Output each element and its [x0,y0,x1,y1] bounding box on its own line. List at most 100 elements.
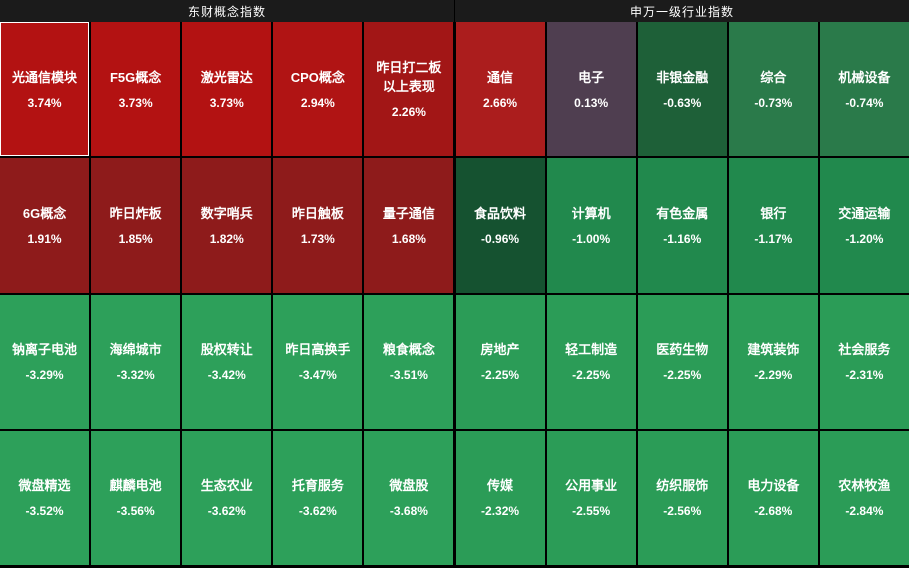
concept-index-header: 东财概念指数 [0,0,454,22]
heatmap-cell[interactable]: 托育服务 -3.62% [273,430,363,565]
cell-value: -0.63% [663,95,702,110]
cell-label: 激光雷达 [200,69,253,85]
cell-value: 3.74% [27,95,62,110]
cell-value: -3.52% [25,504,64,519]
heatmap-cell[interactable]: 昨日炸板 1.85% [91,158,181,293]
cell-label: 有色金属 [656,205,709,221]
cell-value: -0.96% [481,231,520,246]
heatmap-cell[interactable]: 有色金属 -1.16% [637,158,727,293]
heatmap-cell[interactable]: 麒麟电池 -3.56% [91,430,181,565]
cell-label: 轻工制造 [565,342,618,358]
cell-value: -2.25% [663,368,702,383]
cell-label: 银行 [760,205,787,221]
cell-label: 昨日触板 [291,205,344,221]
cell-label: 房地产 [480,342,520,358]
cell-value: -3.56% [116,504,155,519]
cell-value: -3.32% [116,368,155,383]
heatmap-cell[interactable]: 昨日打二板以上表现 2.26% [364,22,454,157]
cell-value: -0.73% [754,95,793,110]
heatmap-cell[interactable]: 综合 -0.73% [728,22,818,157]
cell-label: F5G概念 [109,69,162,85]
cell-value: -3.29% [25,368,64,383]
heatmap-cell[interactable]: 纺织服饰 -2.56% [637,430,727,565]
cell-label: 交通运输 [838,205,891,221]
cell-label: 数字哨兵 [200,205,253,221]
industry-index-header: 申万一级行业指数 [455,0,909,22]
heatmap-cell[interactable]: 电子 0.13% [546,22,636,157]
heatmap-cell[interactable]: F5G概念 3.73% [91,22,181,157]
cell-label: 社会服务 [838,342,891,358]
heatmap-cell[interactable]: 医药生物 -2.25% [637,294,727,429]
heatmap-cell[interactable]: 光通信模块 3.74% [0,22,90,157]
heatmap-cell[interactable]: 昨日触板 1.73% [273,158,363,293]
cell-value: 3.73% [209,95,244,110]
cell-label: 股权转让 [200,342,253,358]
cell-label: 微盘股 [389,478,429,494]
heatmap-cell[interactable]: 6G概念 1.91% [0,158,90,293]
heatmap-cell[interactable]: 社会服务 -2.31% [819,294,909,429]
cell-value: -1.16% [663,231,702,246]
cell-label: 生态农业 [200,478,253,494]
heatmap-cell[interactable]: 粮食概念 -3.51% [364,294,454,429]
cell-value: -0.74% [845,95,884,110]
cell-value: -3.62% [207,504,246,519]
cell-label: 建筑装饰 [747,342,800,358]
cell-value: -1.17% [754,231,793,246]
heatmap-cell[interactable]: 生态农业 -3.62% [182,430,272,565]
heatmap-cell[interactable]: 交通运输 -1.20% [819,158,909,293]
heatmap-cell[interactable]: 数字哨兵 1.82% [182,158,272,293]
cell-value: -3.62% [298,504,337,519]
heatmap-cell[interactable]: 机械设备 -0.74% [819,22,909,157]
cell-label: 微盘精选 [18,478,71,494]
concept-index-section: 光通信模块 3.74% F5G概念 3.73% 激光雷达 3.73% CPO概念 2.94% 昨… [0,22,454,565]
cell-label: 医药生物 [656,342,709,358]
heatmap-cell[interactable]: 计算机 -1.00% [546,158,636,293]
cell-value: -2.25% [481,368,520,383]
section-header-bar: 东财概念指数 申万一级行业指数 [0,0,909,22]
heatmap-cell[interactable]: 钠离子电池 -3.29% [0,294,90,429]
cell-label: 传媒 [487,478,514,494]
heatmap-cell[interactable]: 公用事业 -2.55% [546,430,636,565]
heatmap-cell[interactable]: CPO概念 2.94% [273,22,363,157]
heatmap-cell[interactable]: 房地产 -2.25% [455,294,545,429]
cell-label: 量子通信 [382,205,435,221]
cell-label: 计算机 [571,205,611,221]
cell-value: 1.68% [391,231,426,246]
cell-value: -3.68% [389,504,428,519]
cell-value: -1.00% [572,231,611,246]
heatmap-cell[interactable]: 通信 2.66% [455,22,545,157]
cell-value: 1.85% [118,231,153,246]
cell-label: 纺织服饰 [656,478,709,494]
heatmap-cell[interactable]: 电力设备 -2.68% [728,430,818,565]
heatmap-cell[interactable]: 传媒 -2.32% [455,430,545,565]
cell-label: 电子 [578,69,605,85]
cell-label: 综合 [760,69,787,85]
cell-label: 公用事业 [565,478,618,494]
cell-label: CPO概念 [290,69,345,85]
heatmap-cell[interactable]: 股权转让 -3.42% [182,294,272,429]
cell-value: -2.56% [663,504,702,519]
heatmap-cell[interactable]: 非银金融 -0.63% [637,22,727,157]
heatmap-cell[interactable]: 昨日高换手 -3.47% [273,294,363,429]
heatmap-cell[interactable]: 量子通信 1.68% [364,158,454,293]
cell-value: 2.26% [391,104,426,119]
cell-label: 6G概念 [22,205,67,221]
heatmap-cell[interactable]: 微盘精选 -3.52% [0,430,90,565]
cell-value: 2.94% [300,95,335,110]
heatmap-cell[interactable]: 激光雷达 3.73% [182,22,272,157]
heatmap-cell[interactable]: 海绵城市 -3.32% [91,294,181,429]
cell-value: -2.25% [572,368,611,383]
cell-label: 光通信模块 [12,69,78,85]
heatmap-cell[interactable]: 农林牧渔 -2.84% [819,430,909,565]
cell-value: 2.66% [483,95,518,110]
heatmap-cell[interactable]: 轻工制造 -2.25% [546,294,636,429]
heatmap-cell[interactable]: 银行 -1.17% [728,158,818,293]
heatmap-cell[interactable]: 建筑装饰 -2.29% [728,294,818,429]
cell-label: 托育服务 [291,478,344,494]
cell-label: 机械设备 [838,69,891,85]
cell-label: 钠离子电池 [12,342,78,358]
cell-value: -3.42% [207,368,246,383]
heatmap-cell[interactable]: 微盘股 -3.68% [364,430,454,565]
heatmap-cell[interactable]: 食品饮料 -0.96% [455,158,545,293]
cell-value: -2.68% [754,504,793,519]
